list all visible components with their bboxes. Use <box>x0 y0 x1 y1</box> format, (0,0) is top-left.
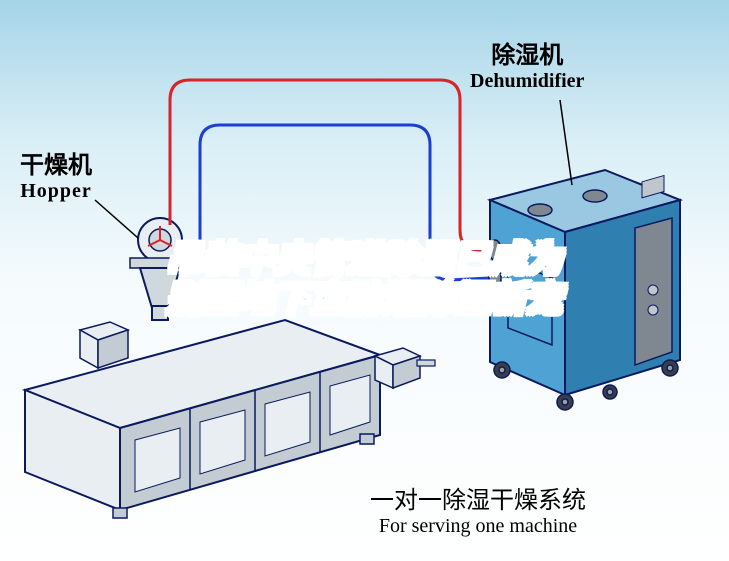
pipe-red <box>170 80 490 250</box>
system-label: 一对一除湿干燥系统 For serving one machine <box>370 480 586 538</box>
system-label-cn: 一对一除湿干燥系统 <box>370 480 586 515</box>
hopper-label-en: Hopper <box>20 180 92 203</box>
dehumidifier-label-en: Dehumidifier <box>470 70 584 93</box>
banner-line-2: 别墅地下室防潮除湿新宠 <box>166 280 562 320</box>
hopper-label-cn: 干燥机 <box>20 145 92 180</box>
banner-line-1: 吊装中央管道除湿已成为 <box>166 240 562 280</box>
hopper-leader <box>95 200 138 238</box>
dehumidifier-label: 除湿机 Dehumidifier <box>470 35 584 93</box>
banner-text: 吊装中央管道除湿已成为 别墅地下室防潮除湿新宠 <box>0 240 729 321</box>
dehumidifier-leader <box>560 100 572 185</box>
dehumidifier-label-cn: 除湿机 <box>470 35 584 70</box>
system-label-en: For serving one machine <box>370 515 586 538</box>
hopper-label: 干燥机 Hopper <box>20 145 92 203</box>
